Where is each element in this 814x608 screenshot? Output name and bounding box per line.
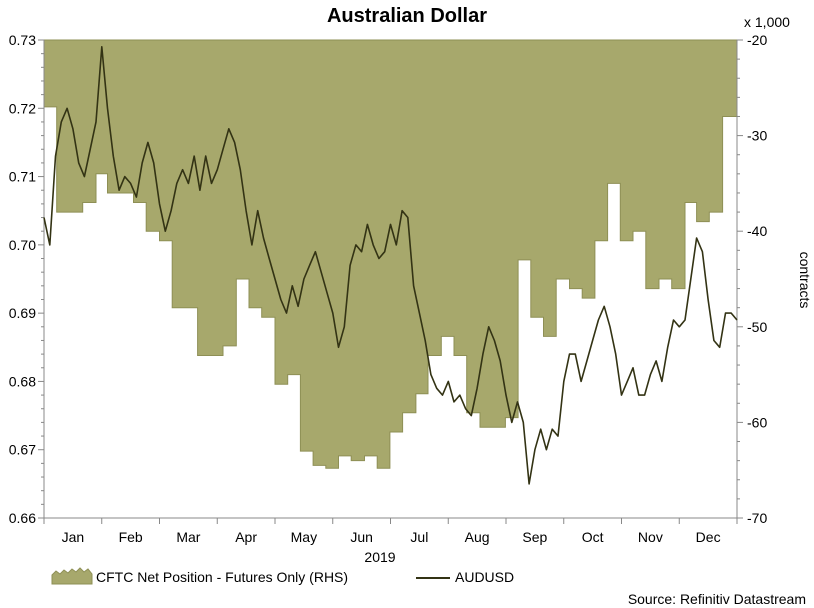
month-tick-label: Jul [410, 529, 428, 545]
left-tick-label: 0.72 [9, 100, 36, 116]
left-tick-label: 0.73 [9, 32, 36, 48]
legend-area-swatch [51, 567, 93, 585]
month-tick-label: Mar [176, 529, 200, 545]
legend-area-label: CFTC Net Position - Futures Only (RHS) [96, 569, 348, 585]
month-tick-label: Jan [62, 529, 85, 545]
right-tick-label: -20 [747, 32, 767, 48]
month-tick-label: May [291, 529, 317, 545]
month-tick-label: Nov [638, 529, 663, 545]
right-axis-multiplier: x 1,000 [744, 14, 790, 30]
right-tick-label: -70 [747, 510, 767, 526]
audusd-line [43, 45, 738, 485]
source-note: Source: Refinitiv Datastream [628, 591, 806, 607]
cftc-net-position-area [43, 39, 738, 469]
left-tick-label: 0.69 [9, 305, 36, 321]
legend-line-label: AUDUSD [455, 569, 514, 585]
chart-title: Australian Dollar [327, 5, 487, 27]
right-tick-label: -50 [747, 319, 767, 335]
month-tick-label: Jun [350, 529, 373, 545]
left-tick-label: 0.66 [9, 510, 36, 526]
axes: 0.66 0.67 0.68 0.69 0.70 0.71 0.72 0.73 -20 -30 -4… [9, 32, 768, 545]
month-tick-label: Sep [522, 529, 547, 545]
left-tick-label: 0.70 [9, 237, 36, 253]
right-axis-title: contracts [797, 252, 813, 309]
legend: CFTC Net Position - Futures Only (RHS) A… [51, 567, 514, 585]
month-tick-label: Dec [696, 529, 721, 545]
audusd-line-layer [43, 45, 738, 485]
left-tick-label: 0.68 [9, 373, 36, 389]
month-tick-label: Apr [235, 529, 257, 545]
month-tick-label: Oct [582, 529, 604, 545]
month-tick-label: Feb [119, 529, 143, 545]
left-tick-label: 0.67 [9, 442, 36, 458]
right-tick-label: -60 [747, 414, 767, 430]
year-label: 2019 [364, 549, 395, 565]
right-tick-label: -40 [747, 223, 767, 239]
right-tick-label: -30 [747, 128, 767, 144]
left-tick-label: 0.71 [9, 169, 36, 185]
month-tick-label: Aug [465, 529, 490, 545]
cftc-area-layer [43, 39, 738, 469]
